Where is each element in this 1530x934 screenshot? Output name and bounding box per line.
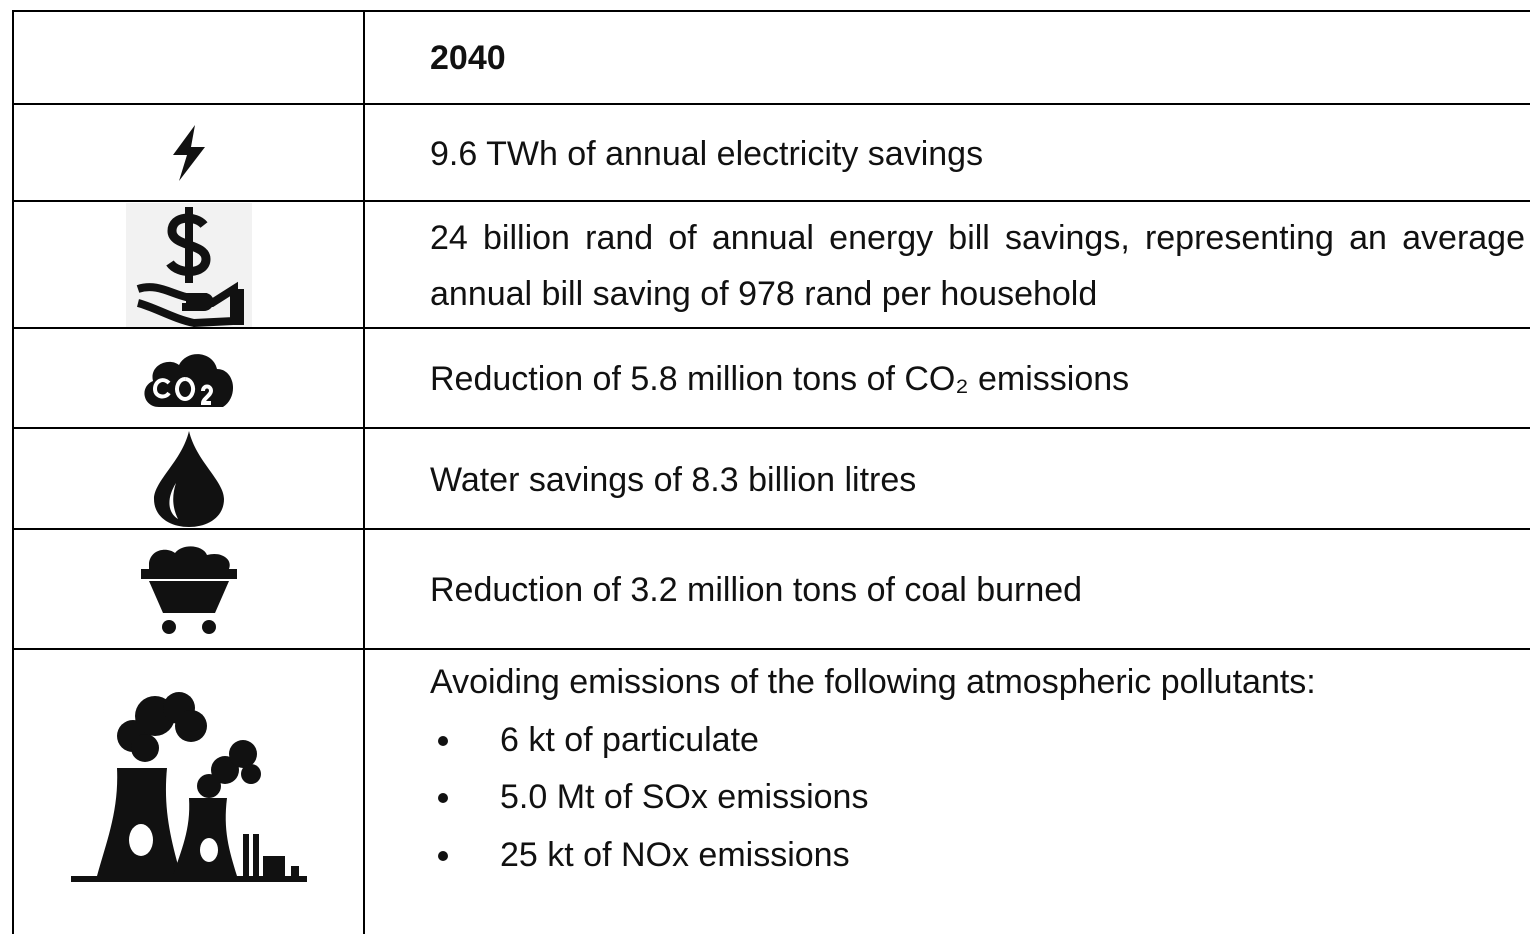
row-cell: 9.6 TWh of annual electricity savings xyxy=(430,105,1525,202)
bullet-item: 6 kt of particulate xyxy=(430,712,1525,770)
icon-co2 xyxy=(14,329,363,427)
icon-bolt xyxy=(14,105,363,200)
icon-drop xyxy=(14,429,363,528)
row-text: Water savings of 8.3 billion litres xyxy=(430,460,917,499)
rule xyxy=(12,103,1530,105)
icon-money-hand xyxy=(14,202,363,327)
rule xyxy=(12,10,14,934)
bullet-item: 5.0 Mt of SOx emissions xyxy=(430,769,1525,827)
rule xyxy=(12,200,1530,202)
row-text: Avoiding emissions of the following atmo… xyxy=(430,663,1316,701)
rule xyxy=(12,10,1530,12)
rule xyxy=(12,648,1530,650)
row-cell: Reduction of 5.8 million tons of CO₂ emi… xyxy=(430,329,1525,429)
rule xyxy=(12,427,1530,429)
row-text: 9.6 TWh of annual electricity savings xyxy=(430,134,984,173)
rule xyxy=(12,528,1530,530)
row-content: Water savings of 8.3 billion litres xyxy=(430,452,1525,508)
row-content: Avoiding emissions of the following atmo… xyxy=(430,654,1525,884)
row-content: 24 billion rand of annual energy bill sa… xyxy=(430,210,1525,322)
row-cell: Avoiding emissions of the following atmo… xyxy=(430,650,1525,934)
row-text: Reduction of 5.8 million tons of CO₂ emi… xyxy=(430,360,1130,398)
row-content: 9.6 TWh of annual electricity savings xyxy=(430,126,1525,182)
bullet-item: 25 kt of NOx emissions xyxy=(430,827,1525,885)
icon-coal xyxy=(14,530,363,648)
header-cell: 2040 xyxy=(430,12,1525,103)
row-text: Reduction of 3.2 million tons of coal bu… xyxy=(430,571,1083,609)
row-cell: Reduction of 3.2 million tons of coal bu… xyxy=(430,530,1525,650)
icon-plant xyxy=(14,650,363,934)
rule xyxy=(12,327,1530,329)
rule xyxy=(363,10,365,934)
row-content: Reduction of 3.2 million tons of coal bu… xyxy=(430,562,1525,618)
header-year: 2040 xyxy=(430,38,506,77)
row-content: Reduction of 5.8 million tons of CO₂ emi… xyxy=(430,351,1525,407)
row-text: 24 billion rand of annual energy bill sa… xyxy=(430,218,1525,313)
row-cell: 24 billion rand of annual energy bill sa… xyxy=(430,202,1525,329)
row-cell: Water savings of 8.3 billion litres xyxy=(430,429,1525,530)
